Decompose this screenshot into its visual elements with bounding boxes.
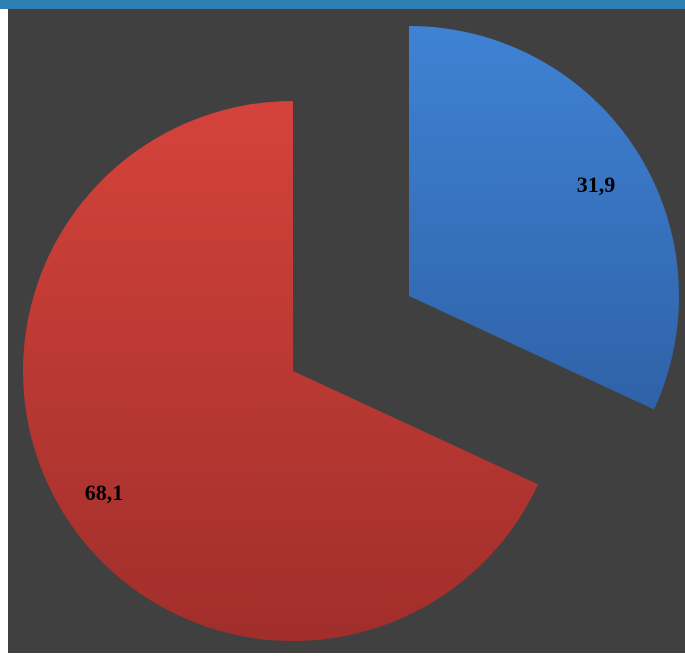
- slice-label-blue: 31,9: [577, 172, 616, 197]
- top-accent-bar: [0, 0, 685, 9]
- pie-slice-red: [22, 101, 539, 641]
- pie-labels: 31,9 68,1: [85, 172, 616, 505]
- slice-label-red: 68,1: [85, 480, 124, 505]
- bottom-margin: [0, 653, 685, 661]
- pie-slice-blue: [409, 26, 679, 410]
- pie-slices: [22, 26, 679, 641]
